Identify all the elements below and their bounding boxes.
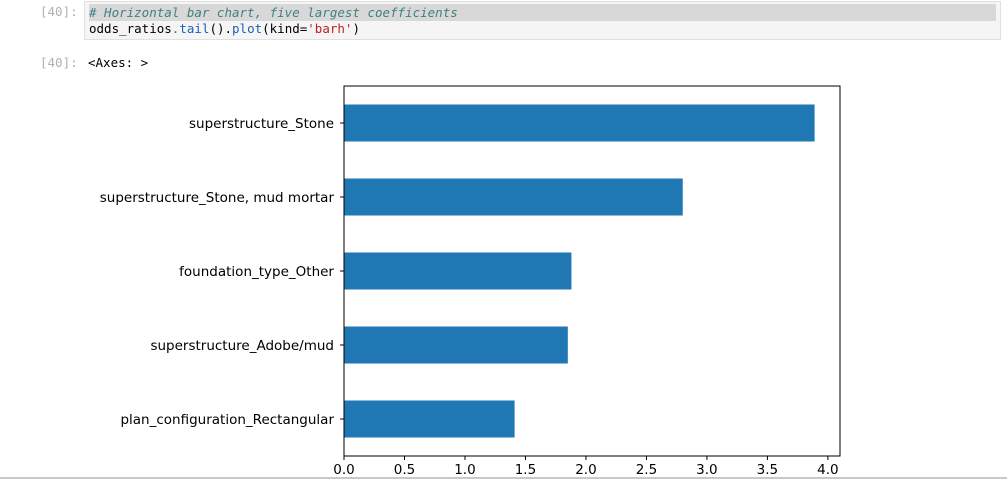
bar bbox=[344, 252, 572, 290]
code-statement-line: odds_ratios.tail().plot(kind='barh') bbox=[89, 20, 360, 37]
code-method-plot: plot bbox=[232, 21, 263, 36]
code-kwarg: (kind= bbox=[262, 21, 308, 36]
input-prompt: [40]: bbox=[40, 4, 78, 19]
y-tick-label: superstructure_Stone, mud mortar bbox=[100, 190, 335, 206]
code-dot: . bbox=[171, 21, 180, 36]
bar bbox=[344, 178, 683, 216]
y-tick-label: plan_configuration_Rectangular bbox=[120, 412, 334, 428]
code-method-tail: tail bbox=[179, 21, 210, 36]
code-editor[interactable]: # Horizontal bar chart, five largest coe… bbox=[84, 1, 1001, 40]
x-tick-label: 0.5 bbox=[394, 462, 415, 478]
x-tick-label: 2.5 bbox=[636, 462, 657, 478]
bar bbox=[344, 400, 515, 438]
code-close-paren: ) bbox=[352, 21, 360, 36]
y-tick-label: foundation_type_Other bbox=[179, 264, 334, 280]
cell-divider bbox=[0, 477, 1007, 479]
code-string-arg: 'barh' bbox=[307, 21, 353, 36]
x-tick-label: 1.0 bbox=[454, 462, 475, 478]
output-prompt: [40]: bbox=[40, 55, 78, 70]
code-comment-line: # Horizontal bar chart, five largest coe… bbox=[89, 4, 996, 21]
x-tick-label: 0.0 bbox=[333, 462, 354, 478]
y-tick-label: superstructure_Stone bbox=[189, 116, 334, 132]
axes-frame bbox=[343, 85, 841, 457]
x-tick-label: 1.5 bbox=[515, 462, 536, 478]
y-tick-label: superstructure_Adobe/mud bbox=[150, 338, 334, 354]
bar bbox=[344, 326, 568, 364]
x-tick-label: 2.0 bbox=[575, 462, 596, 478]
x-tick-label: 3.0 bbox=[696, 462, 717, 478]
bar bbox=[344, 104, 815, 142]
input-cell[interactable]: [40]: # Horizontal bar chart, five large… bbox=[0, 0, 1007, 44]
x-tick-label: 4.0 bbox=[817, 462, 838, 478]
code-variable: odds_ratios bbox=[89, 21, 172, 36]
code-call-chain: (). bbox=[209, 21, 233, 36]
output-repr: <Axes: > bbox=[88, 55, 149, 70]
x-tick-label: 3.5 bbox=[757, 462, 778, 478]
